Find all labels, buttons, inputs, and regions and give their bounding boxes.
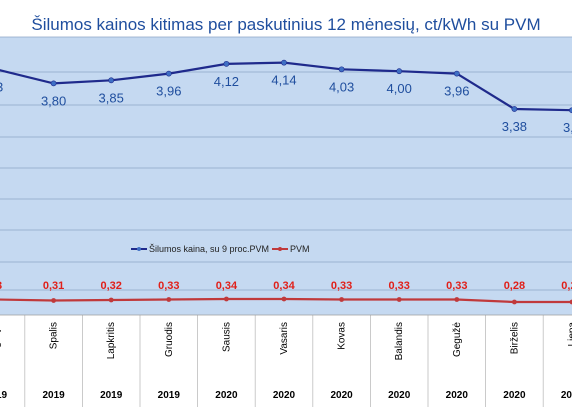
data-point-vat <box>224 296 229 302</box>
data-point-vat <box>51 298 56 303</box>
data-label-price: 3,38 <box>502 119 527 134</box>
plot-area <box>0 37 572 315</box>
data-point-price <box>453 70 460 77</box>
data-label-vat: 0,31 <box>43 280 64 292</box>
x-tick-label-year: 2019 <box>100 390 123 401</box>
x-tick-label-year: 2020 <box>273 390 296 401</box>
data-label-price: 3,80 <box>41 93 66 108</box>
data-point-vat <box>396 297 402 302</box>
data-point-price <box>50 80 57 87</box>
data-label-price: 3,96 <box>156 84 181 99</box>
x-tick-label-year: 2020 <box>215 390 238 401</box>
data-point-price <box>165 70 172 77</box>
data-label-price: 03 <box>0 79 3 94</box>
x-tick-label-month: Vasaris <box>279 322 290 355</box>
x-tick-label-month: Liepa <box>567 322 572 347</box>
legend-label-vat: PVM <box>290 244 310 254</box>
x-tick-label-year: 2019 <box>42 390 65 401</box>
data-label-vat: 0,33 <box>158 280 179 292</box>
data-point-price <box>511 106 518 112</box>
data-label-price: 4,03 <box>329 79 354 94</box>
data-label-vat: 0,28 <box>561 280 572 292</box>
x-tick-label-month: Gegužė <box>452 322 463 357</box>
data-label-vat: 0,33 <box>388 280 409 292</box>
data-point-price <box>396 68 403 75</box>
data-point-vat <box>339 297 344 302</box>
data-label-vat: 0,34 <box>273 280 295 292</box>
data-label-vat: 0,28 <box>504 280 525 292</box>
x-tick-label-month: Spalis <box>49 322 60 349</box>
data-label-price: 4,14 <box>271 73 296 88</box>
data-label-vat: 0,33 <box>446 280 467 292</box>
data-point-vat <box>166 297 172 302</box>
data-point-vat <box>454 297 460 302</box>
x-tick-label-month: Sausis <box>221 322 232 352</box>
x-tick-label-year: 2019 <box>0 390 8 401</box>
data-label-price: 4,12 <box>214 74 239 89</box>
data-label-price: 4,00 <box>387 81 412 96</box>
data-label-price: 3,3 <box>563 120 572 135</box>
x-tick-label-month: Rugsėjis <box>0 322 2 360</box>
x-tick-label-month: Lapkritis <box>106 322 117 359</box>
x-tick-label-year: 2020 <box>561 390 572 401</box>
data-label-vat: 0,34 <box>216 280 238 292</box>
data-label-price: 3,96 <box>444 84 469 99</box>
data-point-price <box>281 59 287 66</box>
x-tick-label-month: Balandis <box>394 322 405 360</box>
x-tick-label-year: 2020 <box>446 390 469 401</box>
x-tick-label-year: 2019 <box>158 390 181 401</box>
data-label-vat: 0,32 <box>100 280 121 292</box>
data-point-price <box>223 60 230 67</box>
legend-label-price: Šilumos kaina, su 9 proc.PVM <box>149 244 269 254</box>
data-label-vat: 33 <box>0 280 2 292</box>
data-point-vat <box>281 296 287 302</box>
x-tick-label-year: 2020 <box>388 390 411 401</box>
x-tick-label-year: 2020 <box>330 390 353 401</box>
x-tick-label-month: Kovas <box>337 322 348 350</box>
data-point-price <box>569 107 572 114</box>
chart-title: Šilumos kainos kitimas per paskutinius 1… <box>31 15 541 34</box>
x-tick-label-month: Gruodis <box>164 322 175 357</box>
x-tick-label-month: Birželis <box>509 322 520 354</box>
data-point-price <box>338 66 345 73</box>
data-label-vat: 0,33 <box>331 280 352 292</box>
data-label-price: 3,85 <box>99 90 124 105</box>
legend-marker-price <box>137 247 141 251</box>
data-point-vat <box>108 297 114 303</box>
data-point-vat <box>569 299 572 305</box>
data-point-price <box>108 77 115 84</box>
data-point-vat <box>512 299 517 305</box>
legend-marker-vat <box>278 247 282 251</box>
x-tick-label-year: 2020 <box>503 390 526 401</box>
